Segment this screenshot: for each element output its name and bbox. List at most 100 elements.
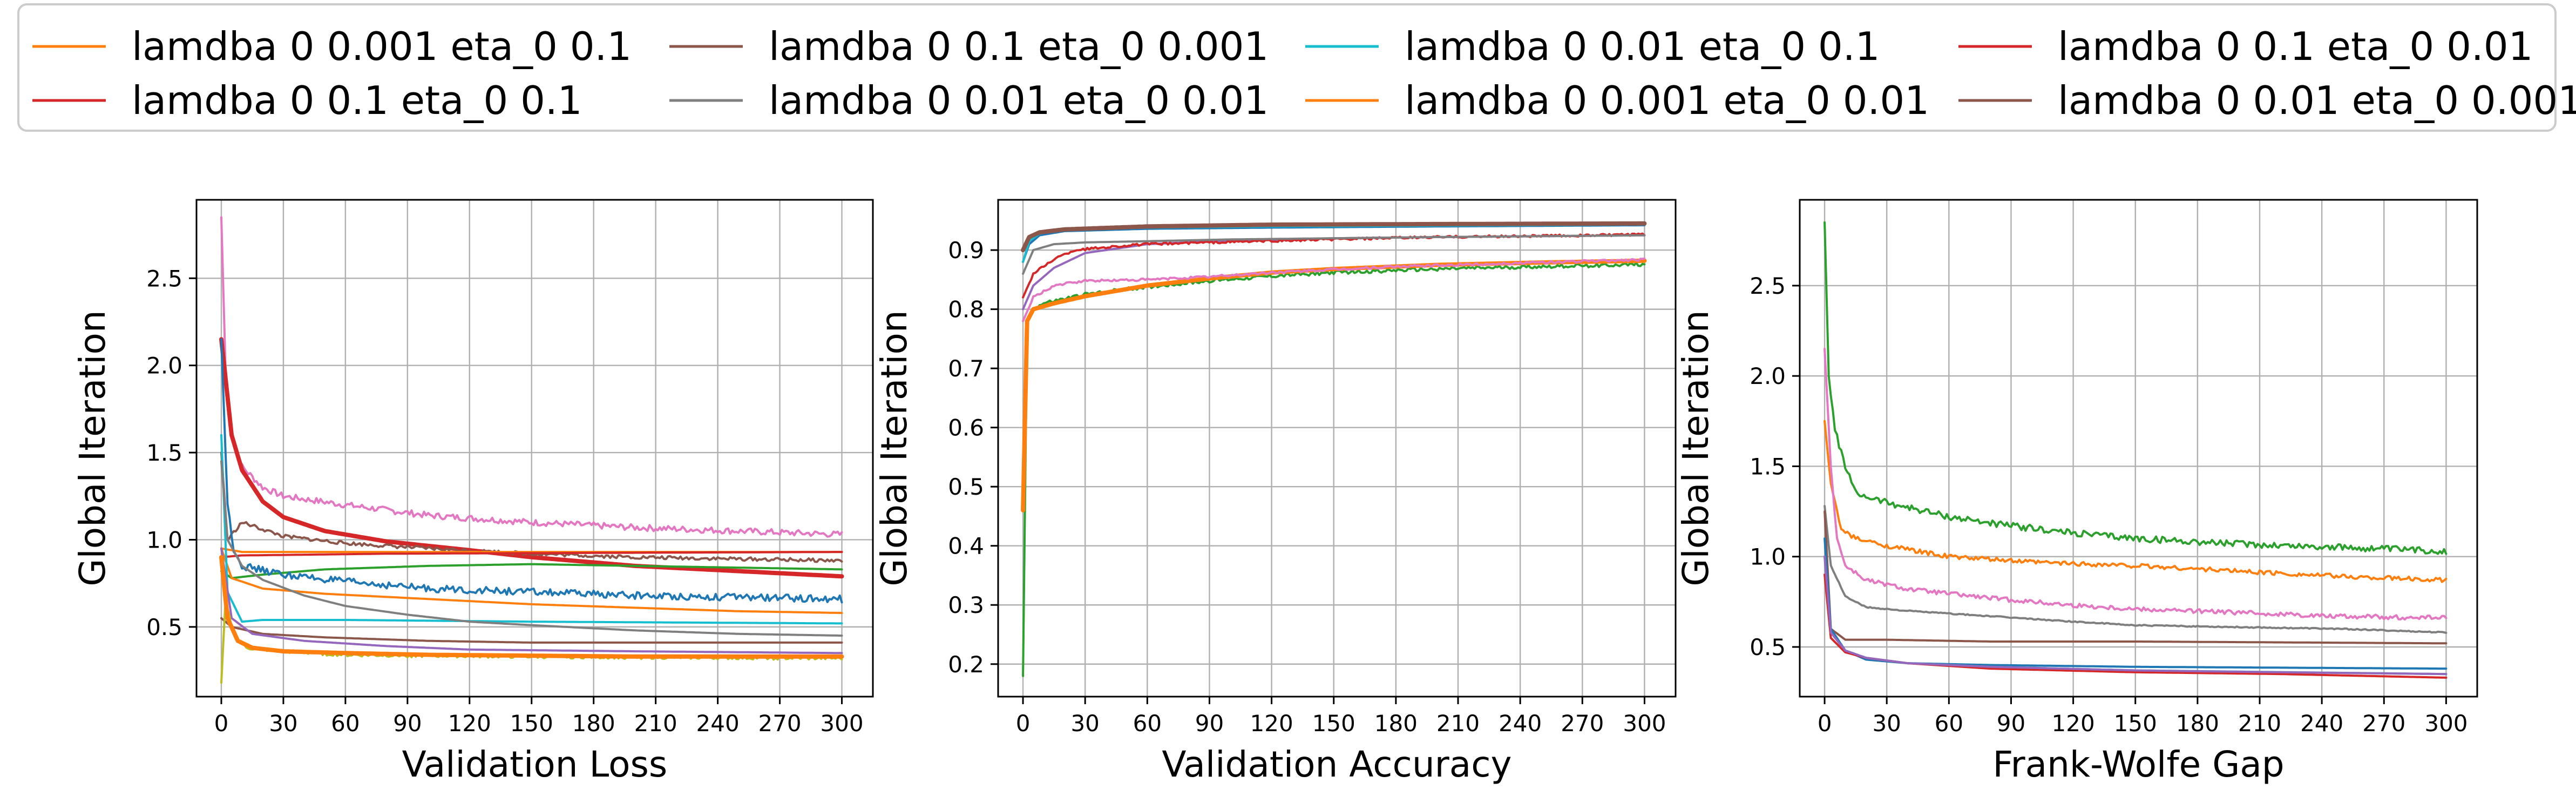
y-tick-label: 1.0: [146, 527, 182, 553]
x-tick-label: 300: [820, 710, 863, 737]
y-tick-label: 0.4: [948, 533, 984, 559]
series-line: [1823, 348, 2448, 621]
x-tick-label: 60: [1133, 710, 1162, 737]
series-group: [1021, 221, 1647, 677]
series-group: [219, 216, 844, 684]
legend-label: lamdba 0 0.001 eta_0 0.1: [132, 24, 632, 69]
y-tick-label: 2.5: [146, 265, 182, 292]
x-tick-label: 240: [1499, 710, 1542, 737]
y-tick-label: 0.5: [146, 614, 182, 640]
y-tick-label: 2.0: [146, 353, 182, 379]
grid: [1800, 200, 2477, 697]
x-tick-label: 180: [572, 710, 615, 737]
x-tick-label: 180: [1374, 710, 1418, 737]
series-line: [219, 555, 844, 659]
axes-frame: [1799, 199, 2478, 698]
x-tick-label: 240: [2300, 710, 2343, 737]
y-axis-label: Global Iteration: [72, 310, 113, 586]
x-tick-label: 240: [696, 710, 740, 737]
x-tick-label: 60: [1935, 710, 1963, 737]
x-axis-label: Validation Loss: [402, 744, 668, 785]
y-tick-label: 0.2: [948, 651, 984, 678]
series-line: [220, 460, 843, 637]
x-tick-label: 150: [1312, 710, 1355, 737]
series-line: [220, 216, 843, 538]
series-line: [1823, 510, 2448, 645]
series-line: [1823, 420, 2448, 583]
y-tick-label: 1.0: [1750, 544, 1786, 570]
y-tick-label: 0.8: [948, 296, 984, 323]
validation-loss-panel: 0 30 60 90 120 150 180 210 240 270 300 0.5 1.0 1.5 2.0…: [72, 199, 874, 785]
x-tick-label: 90: [1997, 710, 2025, 737]
y-tick-label: 1.5: [146, 440, 182, 466]
x-tick-label: 150: [2114, 710, 2157, 737]
legend: lamdba 0 0.001 eta_0 0.1 lamdba 0 0.1 eta…: [17, 3, 2576, 132]
series-line: [220, 551, 843, 558]
series-line: [220, 547, 843, 655]
y-tick-label: 0.9: [948, 237, 984, 264]
y-tick-label: 0.5: [948, 474, 984, 500]
legend-frame: [17, 3, 2557, 132]
x-tick-label: 30: [1070, 710, 1099, 737]
y-tick-label: 2.0: [1750, 363, 1786, 389]
frank-wolfe-gap-panel: 0 30 60 90 120 150 180 210 240 270 300 0.5 1.0 1.5 2.0…: [1675, 199, 2478, 785]
x-tick-label: 210: [634, 710, 677, 737]
x-tick-label: 60: [331, 710, 360, 737]
y-tick-label: 0.3: [948, 592, 984, 618]
x-tick-label: 210: [2238, 710, 2281, 737]
y-tick-label: 0.5: [1750, 634, 1786, 660]
series-line: [1823, 555, 2448, 676]
x-tick-label: 210: [1436, 710, 1480, 737]
series-line: [1021, 221, 1647, 253]
y-axis-label: Global Iteration: [1675, 310, 1717, 586]
series-group: [1823, 221, 2448, 679]
x-tick-label: 120: [1250, 710, 1293, 737]
legend-label: lamdba 0 0.1 eta_0 0.001: [769, 24, 1269, 69]
x-tick-label: 90: [393, 710, 422, 737]
series-line: [1022, 234, 1646, 275]
series-line: [220, 338, 843, 604]
x-tick-label: 180: [2176, 710, 2219, 737]
series-line: [220, 547, 843, 615]
legend-label: lamdba 0 0.01 eta_0 0.1: [1405, 24, 1880, 69]
axes-frame: [997, 199, 1677, 698]
series-line: [220, 451, 843, 563]
legend-label: lamdba 0 0.01 eta_0 0.01: [769, 78, 1269, 123]
x-tick-label: 120: [2052, 710, 2095, 737]
x-tick-label: 30: [269, 710, 297, 737]
x-tick-label: 90: [1195, 710, 1224, 737]
x-axis-label: Validation Accuracy: [1162, 744, 1511, 785]
validation-accuracy-panel: 0 30 60 90 120 150 180 210 240 270 300 0.2 0.3 0.4 0.5…: [873, 199, 1677, 785]
x-tick-label: 300: [2424, 710, 2467, 737]
x-tick-label: 270: [758, 710, 801, 737]
y-tick-label: 0.6: [948, 415, 984, 441]
x-tick-label: 0: [1016, 710, 1031, 737]
series-line: [1823, 221, 2448, 555]
y-tick-label: 2.5: [1750, 273, 1786, 299]
legend-label: lamdba 0 0.001 eta_0 0.01: [1405, 78, 1929, 123]
y-axis-label: Global Iteration: [873, 310, 915, 586]
x-axis-label: Frank-Wolfe Gap: [1992, 744, 2284, 785]
series-line: [219, 337, 844, 579]
x-tick-label: 30: [1872, 710, 1901, 737]
x-tick-label: 270: [1561, 710, 1604, 737]
series-line: [220, 563, 843, 579]
legend-label: lamdba 0 0.1 eta_0 0.1: [132, 78, 582, 123]
series-line: [1823, 505, 2448, 634]
y-tick-label: 0.7: [948, 355, 984, 382]
x-tick-label: 120: [448, 710, 491, 737]
series-line: [220, 617, 843, 644]
grid: [998, 200, 1676, 697]
y-tick-label: 1.5: [1750, 453, 1786, 480]
x-tick-label: 300: [1623, 710, 1666, 737]
axes-frame: [195, 199, 874, 698]
x-tick-label: 0: [1818, 710, 1832, 737]
series-line: [220, 434, 843, 625]
legend-label: lamdba 0 0.1 eta_0 0.01: [2058, 24, 2533, 69]
x-tick-label: 150: [510, 710, 553, 737]
series-line: [1022, 258, 1646, 322]
legend-label: lamdba 0 0.01 eta_0 0.001: [2058, 78, 2576, 123]
x-tick-label: 270: [2362, 710, 2405, 737]
